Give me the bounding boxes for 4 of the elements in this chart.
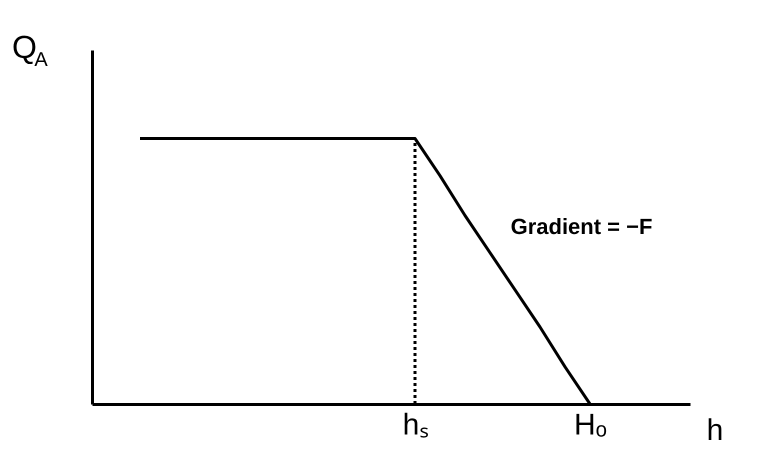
x-tick-label: hₛ [402,408,428,442]
annotation: Gradient = −F [510,214,652,239]
x-axis-title: h [706,414,724,447]
x-tick-label: Hₒ [574,408,607,442]
